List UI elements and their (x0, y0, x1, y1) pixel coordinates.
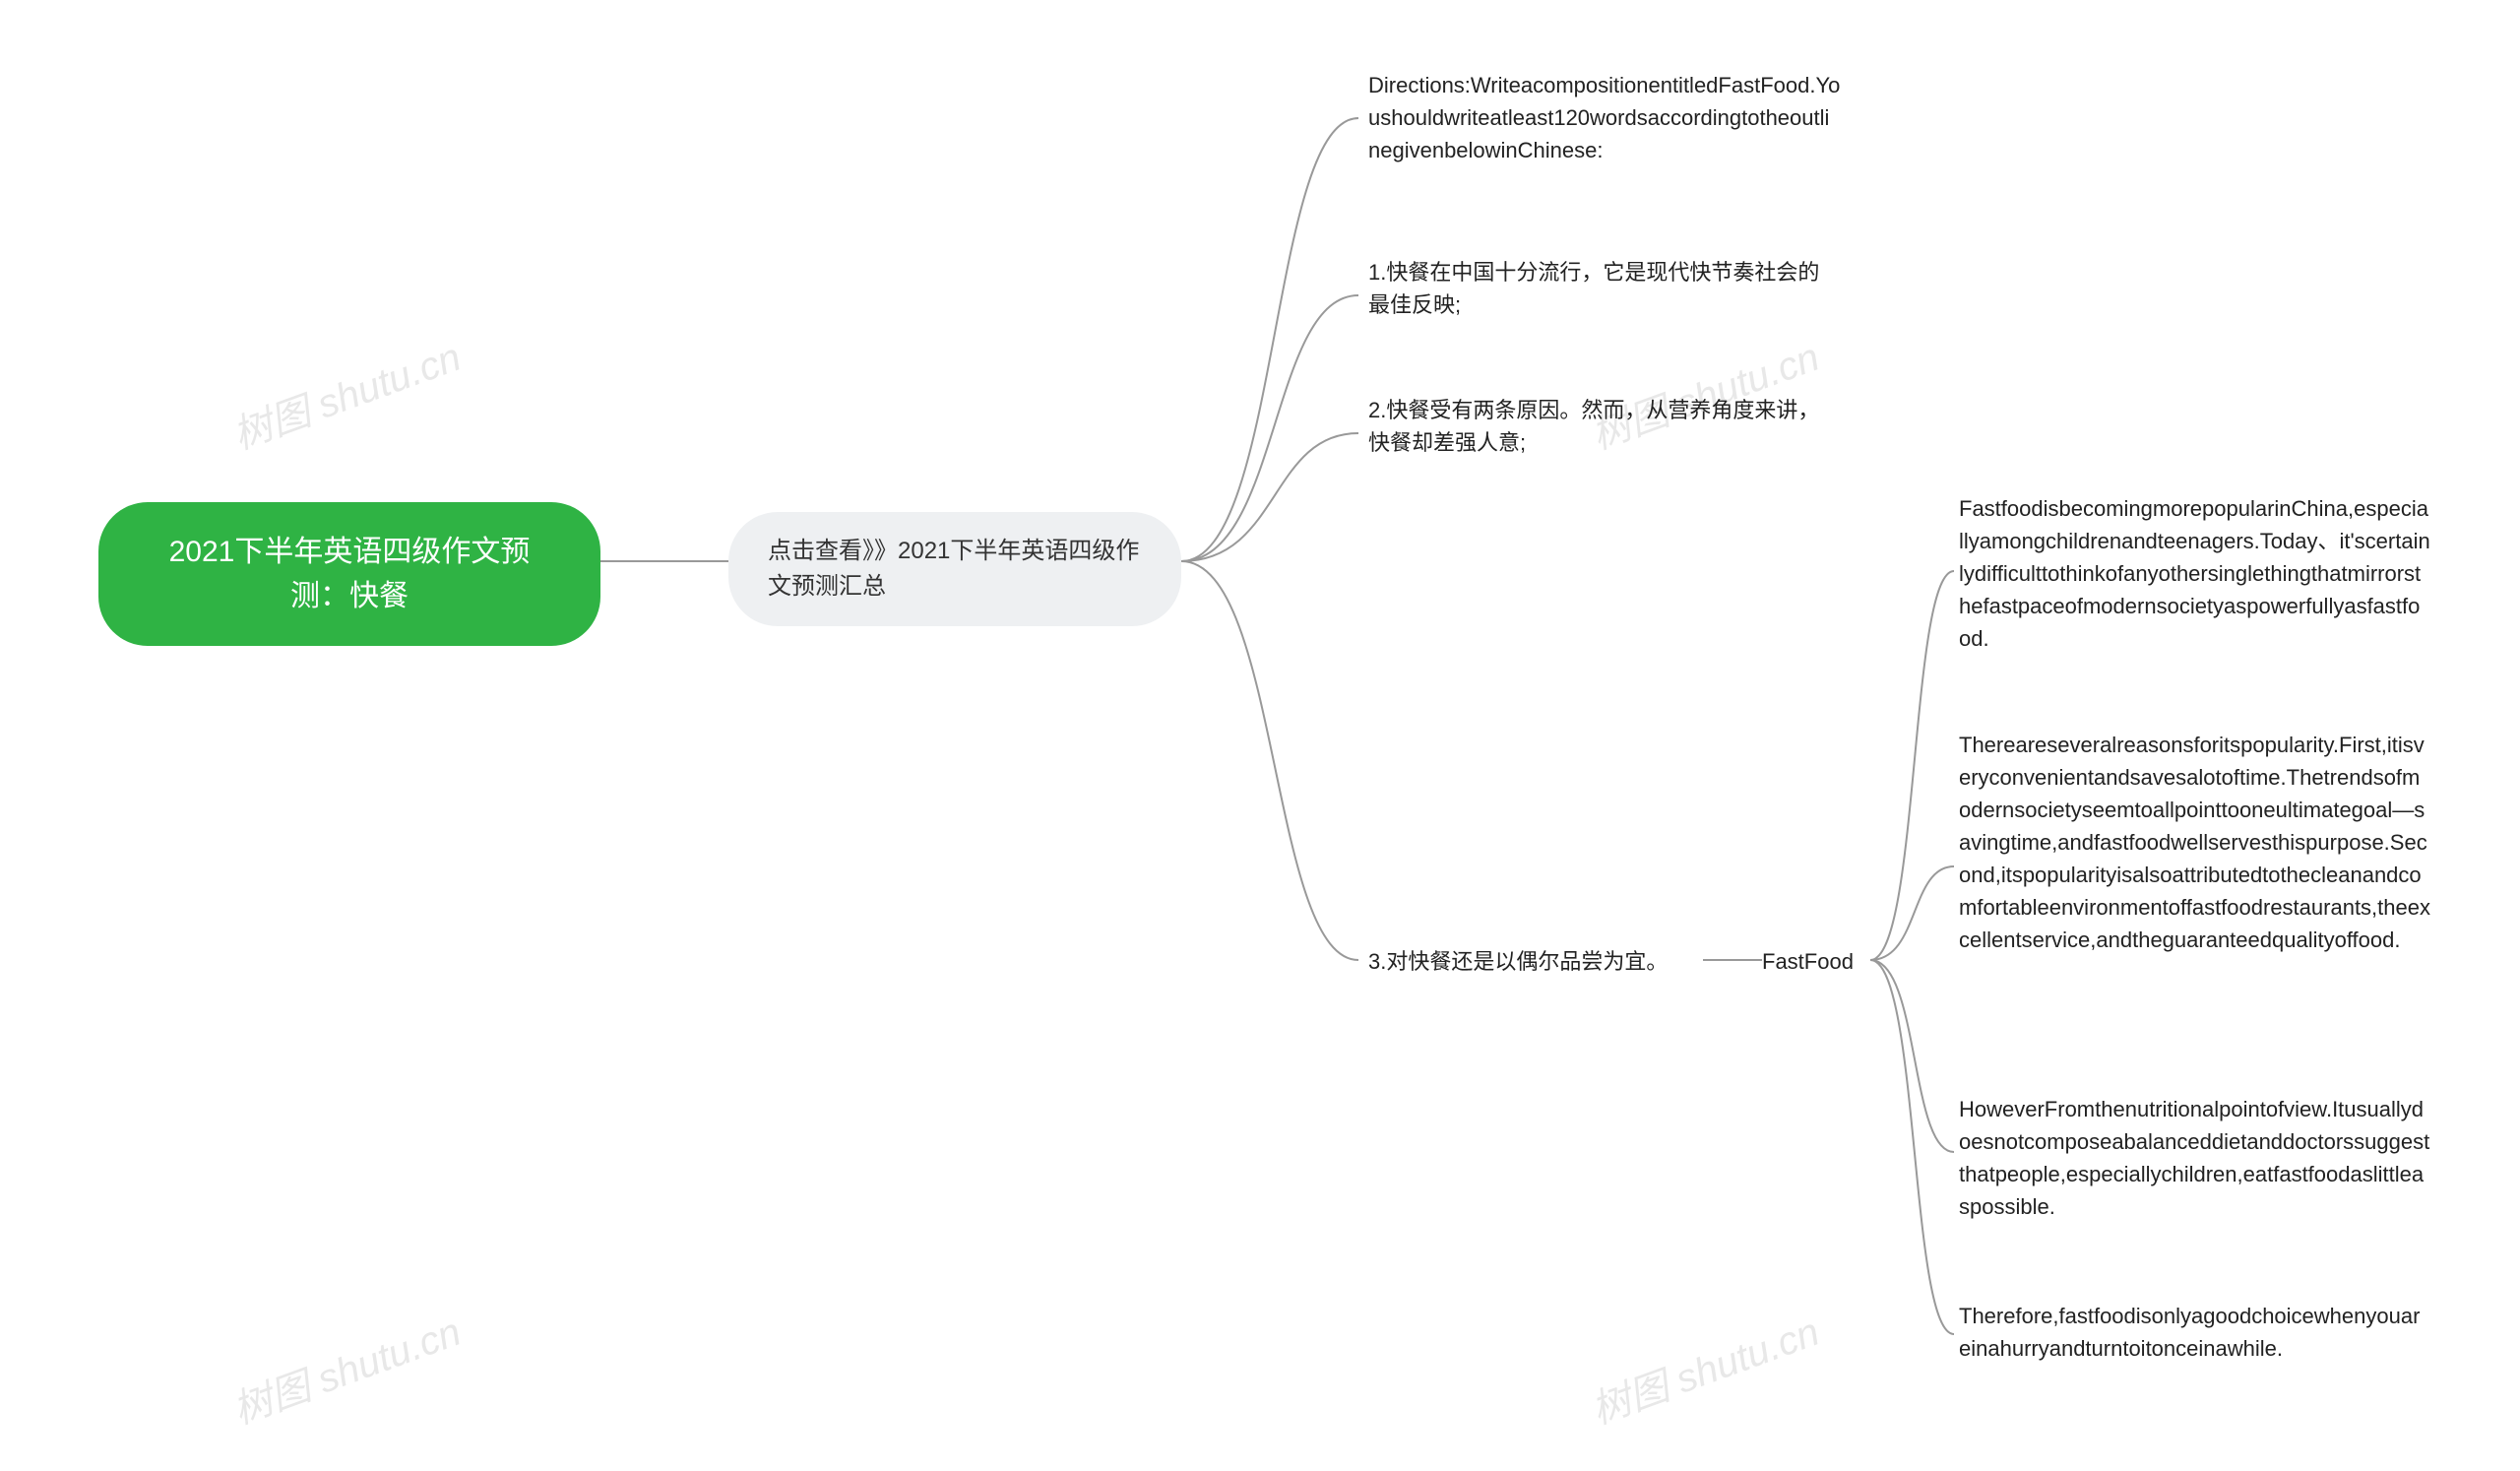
passage-2[interactable]: Thereareseveralreasonsforitspopularity.F… (1959, 729, 2431, 956)
fastfood-label: FastFood (1762, 949, 1854, 974)
passage-text: Therefore,fastfoodisonlyagoodchoicewheny… (1959, 1304, 2420, 1361)
watermark: 树图 shutu.cn (1582, 1300, 1826, 1435)
passage-3[interactable]: HoweverFromthenutritionalpointofview.Itu… (1959, 1093, 2431, 1223)
leaf-node-directions[interactable]: Directions:WriteacompositionentitledFast… (1368, 69, 1841, 166)
sub-label: 点击查看》》2021下半年英语四级作文预测汇总 (768, 538, 1139, 600)
fastfood-node[interactable]: FastFood (1762, 945, 1870, 978)
passage-text: Thereareseveralreasonsforitspopularity.F… (1959, 733, 2430, 952)
passage-text: HoweverFromthenutritionalpointofview.Itu… (1959, 1097, 2429, 1219)
leaf-node-point2[interactable]: 2.快餐受有两条原因。然而，从营养角度来讲，快餐却差强人意; (1368, 394, 1841, 459)
passage-4[interactable]: Therefore,fastfoodisonlyagoodchoicewheny… (1959, 1300, 2431, 1365)
watermark: 树图 shutu.cn (223, 1300, 468, 1435)
leaf-text: Directions:WriteacompositionentitledFast… (1368, 73, 1840, 162)
mindmap-canvas: 树图 shutu.cn 树图 shutu.cn 树图 shutu.cn 树图 s… (0, 0, 2520, 1471)
leaf-text: 3.对快餐还是以偶尔品尝为宜。 (1368, 949, 1668, 974)
leaf-text: 2.快餐受有两条原因。然而，从营养角度来讲，快餐却差强人意; (1368, 398, 1819, 455)
passage-text: FastfoodisbecomingmorepopularinChina,esp… (1959, 496, 2430, 651)
watermark: 树图 shutu.cn (223, 325, 468, 460)
sub-node[interactable]: 点击查看》》2021下半年英语四级作文预测汇总 (728, 512, 1181, 626)
leaf-node-point1[interactable]: 1.快餐在中国十分流行，它是现代快节奏社会的最佳反映; (1368, 256, 1841, 321)
leaf-node-point3[interactable]: 3.对快餐还是以偶尔品尝为宜。 (1368, 945, 1703, 978)
passage-1[interactable]: FastfoodisbecomingmorepopularinChina,esp… (1959, 492, 2431, 655)
leaf-text: 1.快餐在中国十分流行，它是现代快节奏社会的最佳反映; (1368, 260, 1819, 317)
root-node[interactable]: 2021下半年英语四级作文预测：快餐 (98, 502, 600, 646)
root-label: 2021下半年英语四级作文预测：快餐 (169, 536, 531, 612)
